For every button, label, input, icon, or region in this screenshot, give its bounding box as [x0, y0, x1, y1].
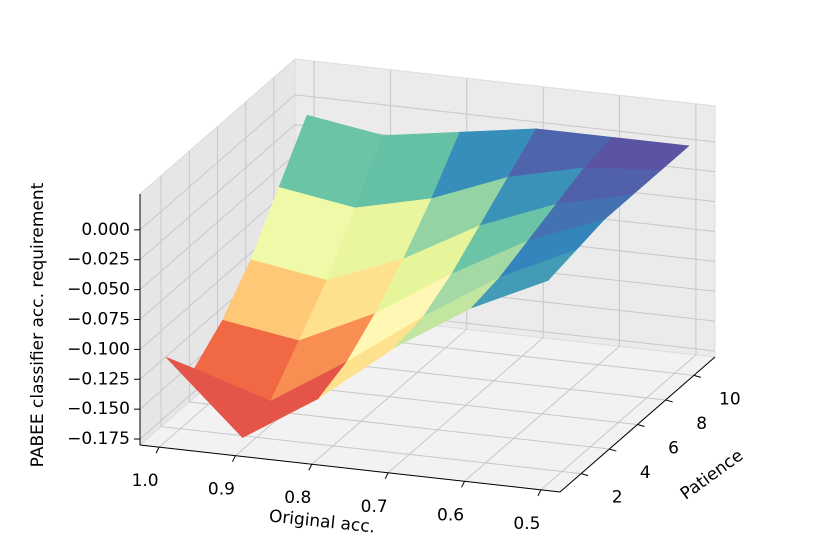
x-tick-label: 0.5	[513, 514, 540, 534]
z-tick-label: −0.025	[67, 250, 130, 270]
x-tick	[308, 464, 313, 471]
y-tick	[665, 399, 673, 403]
x-tick	[384, 472, 389, 479]
grid-line	[540, 103, 697, 491]
y-tick	[637, 424, 645, 427]
grid-line	[160, 175, 582, 475]
grid-line	[188, 151, 610, 450]
z-tick-label: −0.075	[67, 310, 130, 330]
y-axis-label: Patience	[677, 446, 747, 505]
x-tick	[232, 455, 236, 462]
z-tick-label: −0.125	[67, 369, 130, 389]
z-axis-label: PABEE classifier acc. requirement	[28, 182, 48, 467]
y-tick-label: 4	[640, 463, 651, 483]
y-tick	[693, 374, 702, 378]
y-tick-label: 10	[719, 389, 741, 409]
y-tick-label: 8	[696, 414, 707, 434]
x-axis-line	[139, 444, 561, 493]
y-tick	[609, 448, 617, 452]
x-tick-label: 0.9	[208, 480, 235, 500]
y-tick	[580, 473, 589, 477]
surface	[165, 114, 690, 439]
surface-patch	[471, 249, 577, 309]
x-tick	[155, 446, 160, 454]
grid-line	[139, 94, 716, 231]
y-tick-label: 2	[612, 488, 623, 508]
y-tick-label: 6	[668, 439, 679, 459]
z-tick-label: −0.100	[67, 339, 130, 359]
z-tick-label: −0.150	[67, 399, 130, 419]
z-tick-label: 0.000	[81, 220, 130, 240]
z-tick-label: −0.050	[67, 280, 130, 300]
x-tick-label: 0.6	[437, 505, 464, 525]
y-axis-line	[559, 356, 716, 493]
x-tick	[537, 489, 542, 497]
x-tick	[461, 481, 465, 488]
x-tick-label: 0.7	[361, 497, 388, 517]
z-tick-label: −0.175	[67, 429, 130, 449]
x-tick-label: 1.0	[132, 471, 159, 491]
x-tick-label: 0.8	[284, 488, 311, 508]
